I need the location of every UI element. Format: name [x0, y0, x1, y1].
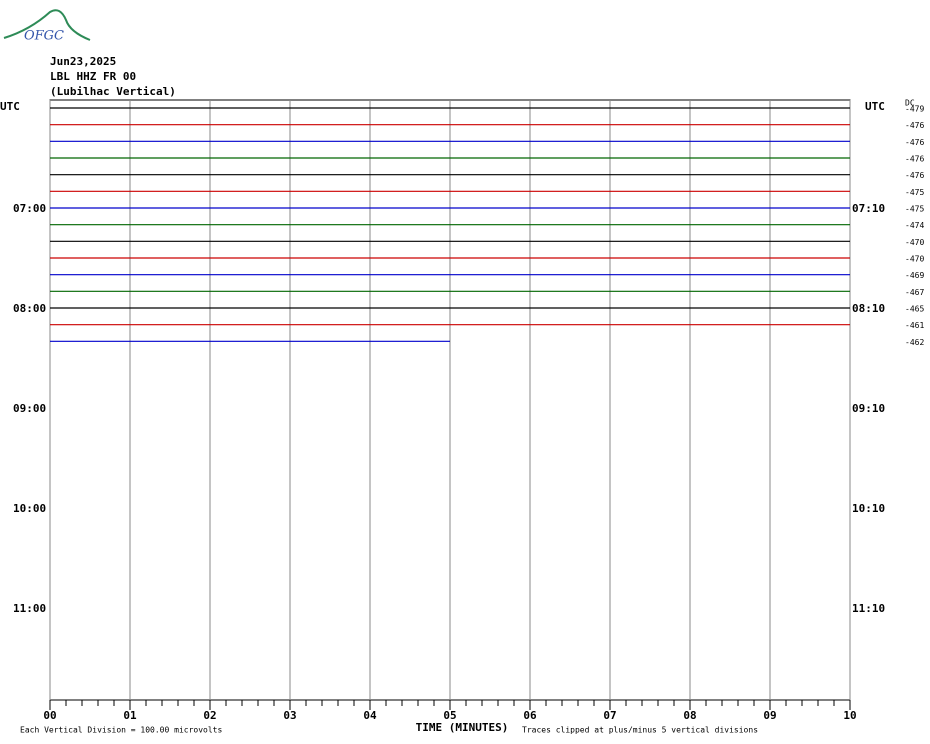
dc-value: -467 [905, 288, 924, 297]
dc-value: -470 [905, 238, 924, 247]
dc-value: -475 [905, 205, 924, 214]
x-tick-label: 08 [683, 709, 696, 722]
right-time-label: 11:10 [852, 602, 885, 615]
x-tick-label: 04 [363, 709, 377, 722]
x-tick-label: 09 [763, 709, 776, 722]
x-tick-label: 01 [123, 709, 137, 722]
x-axis-label: TIME (MINUTES) [416, 721, 509, 734]
x-tick-label: 02 [203, 709, 216, 722]
left-axis-label: UTC [0, 100, 20, 113]
date: Jun23,2025 [50, 55, 116, 68]
clip-note: Traces clipped at plus/minus 5 vertical … [522, 726, 758, 735]
dc-value: -476 [905, 138, 924, 147]
right-time-label: 07:10 [852, 202, 885, 215]
left-time-label: 10:00 [13, 502, 46, 515]
dc-value: -476 [905, 121, 924, 130]
dc-value: -474 [905, 221, 924, 230]
dc-label: DC [905, 99, 915, 108]
right-time-label: 08:10 [852, 302, 885, 315]
x-tick-label: 03 [283, 709, 296, 722]
x-tick-label: 05 [443, 709, 456, 722]
station: LBL HHZ FR 00 [50, 70, 136, 83]
x-tick-label: 00 [43, 709, 56, 722]
left-time-label: 08:00 [13, 302, 46, 315]
dc-value: -461 [905, 321, 924, 330]
left-time-label: 09:00 [13, 402, 46, 415]
right-time-label: 10:10 [852, 502, 885, 515]
dc-value: -475 [905, 188, 924, 197]
logo: OFGC [24, 29, 64, 44]
dc-value: -462 [905, 338, 924, 347]
right-time-label: 09:10 [852, 402, 885, 415]
location: (Lubilhac Vertical) [50, 85, 176, 98]
x-tick-label: 06 [523, 709, 537, 722]
scale-note: Each Vertical Division = 100.00 microvol… [20, 726, 222, 735]
dc-value: -469 [905, 271, 924, 280]
right-axis-label: UTC [865, 100, 885, 113]
x-tick-label: 07 [603, 709, 616, 722]
dc-value: -476 [905, 155, 924, 164]
dc-value: -465 [905, 305, 924, 314]
dc-value: -470 [905, 255, 924, 264]
left-time-label: 07:00 [13, 202, 46, 215]
left-time-label: 11:00 [13, 602, 46, 615]
dc-value: -476 [905, 171, 924, 180]
dc-value: -479 [905, 105, 924, 114]
x-tick-label: 10 [843, 709, 856, 722]
logo-curve [3, 9, 91, 41]
